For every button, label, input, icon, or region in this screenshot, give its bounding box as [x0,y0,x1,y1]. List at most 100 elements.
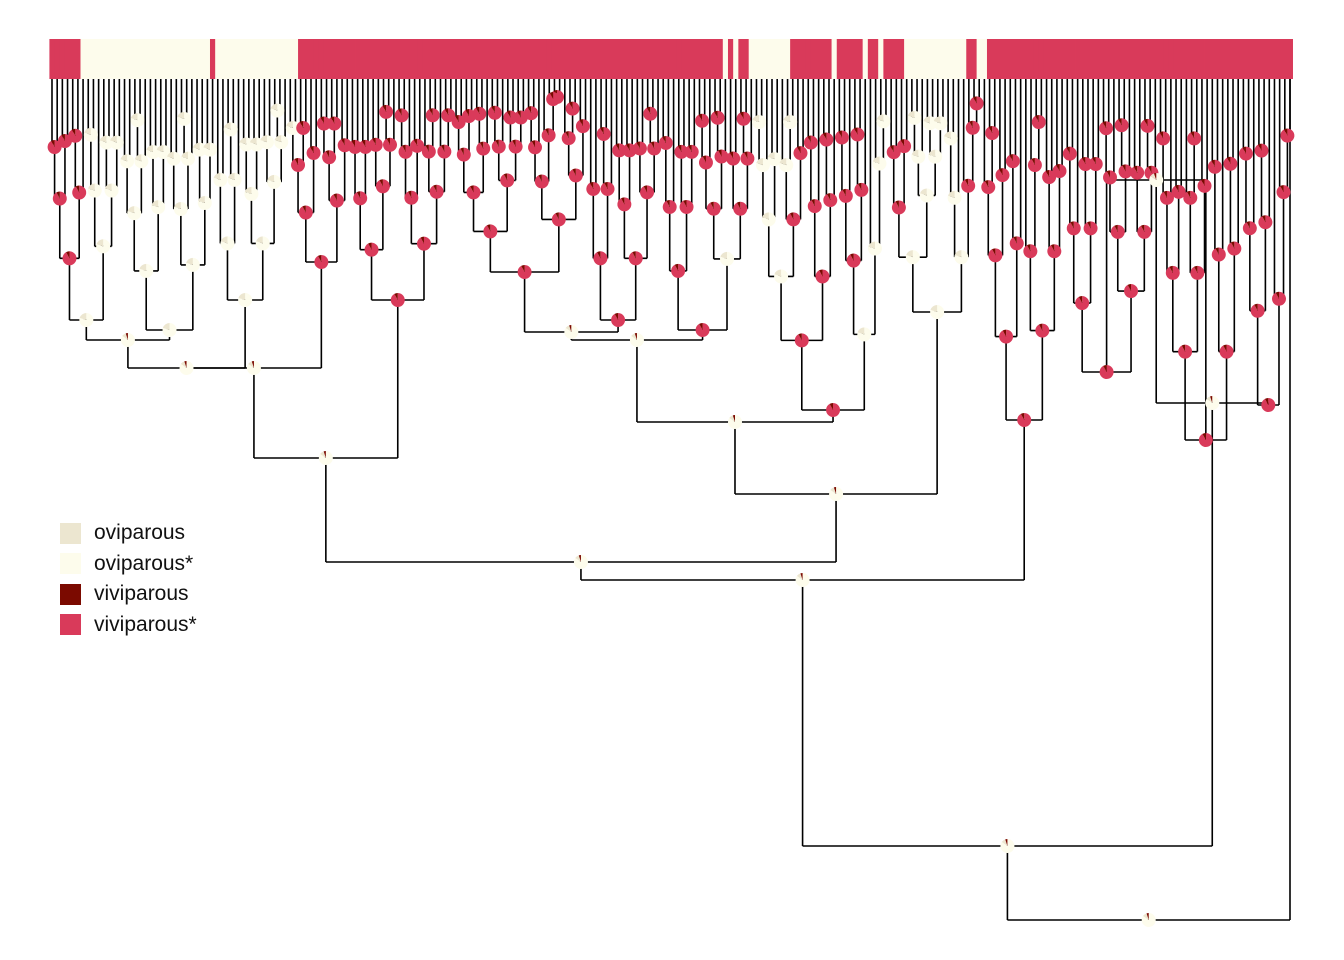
node-pie-slice [527,106,532,114]
node-pie-slice [1078,157,1093,172]
node-pie-slice [286,120,293,128]
node-pie-slice [984,180,989,188]
node-pie-slice [698,155,713,170]
node-pie-slice [239,137,254,152]
node-pie-slice [61,134,65,142]
node-pie-slice [969,96,984,111]
node-pie-slice [876,114,884,122]
node-pie-slice [1190,265,1205,280]
node-pie-slice [568,168,583,183]
tip-state-viviparous_star [1090,39,1097,79]
node-pie-slice [981,180,996,195]
node-pie-slice [213,172,228,187]
node-pie-slice [803,135,818,150]
node-pie-slice [1082,157,1086,165]
tip-state-viviparous_star [1240,39,1247,79]
node-pie-slice [130,113,138,121]
node-pie-slice [674,263,679,271]
node-pie-slice [1262,215,1266,223]
tip-state-viviparous_star [577,39,584,79]
node-pie-slice [573,555,588,570]
node-pie-slice [146,144,154,152]
node-pie-slice [1159,131,1164,139]
node-pie-slice [503,110,518,125]
node-pie-slice [829,486,844,502]
node-pie-slice [122,333,128,340]
node-pie-slice [1070,221,1074,229]
node-pie-slice [1163,190,1167,198]
tip-state-oviparous_star [784,39,791,79]
node-pie-slice [744,151,748,159]
node-pie-slice [181,151,188,159]
node-pie-slice [545,128,549,136]
legend-swatch-oviparous [60,522,81,544]
tip-state-oviparous_star [753,39,760,79]
tip-state-oviparous_star [80,39,87,79]
node-pie-slice [1127,284,1132,292]
node-pie-slice [517,110,521,118]
node-pie-slice [186,257,193,265]
node-pie-slice [930,305,938,312]
tip-state-viviparous_star [1147,39,1154,79]
tip-state-oviparous_star [904,39,910,79]
node-pie-slice [834,130,849,145]
tip-state-viviparous_star [1194,39,1200,79]
tip-state-viviparous_star [49,39,55,79]
node-pie-slice [632,141,647,156]
tip-state-viviparous_star [500,39,506,79]
node-pie-slice [891,200,906,215]
node-pie-slice [227,172,242,187]
node-pie-slice [876,114,891,129]
tip-state-viviparous_star [1209,39,1216,79]
tip-state-viviparous_star [816,39,822,79]
node-pie-slice [807,135,811,143]
node-pie-slice [612,143,627,158]
tip-state-oviparous_star [940,39,946,79]
tip-state-viviparous_star [645,39,651,79]
node-pie-slice [1056,164,1060,172]
node-pie-slice [569,325,572,332]
node-pie-slice [68,128,83,143]
node-pie-slice [213,172,221,180]
tip-state-viviparous_star [867,39,874,79]
node-pie-slice [260,135,267,143]
node-pie-slice [842,188,846,196]
node-pie-slice [807,199,822,214]
node-pie-slice [944,131,951,139]
legend-swatch-viviparous [60,583,81,605]
node-pie-slice [368,137,383,152]
node-pie-slice [246,361,261,376]
node-pie-slice [538,174,542,182]
node-pie-slice [897,139,912,154]
node-pie-slice [1215,247,1219,255]
node-pie-slice [1264,398,1269,405]
tip-state-oviparous_star [215,39,221,79]
node-pie-slice [227,172,235,180]
node-pie-slice [372,137,376,145]
tip-state-viviparous_star [986,39,993,79]
tip-state-oviparous_star [220,39,226,79]
node-pie-slice [729,415,735,422]
node-pie-slice [643,185,648,193]
node-pie-slice [999,168,1003,176]
node-pie-slice [683,199,687,207]
node-pie-slice [398,108,402,116]
tip-state-oviparous_star [173,39,180,79]
tip-state-viviparous_star [795,39,801,79]
node-pie-slice [239,137,247,145]
tip-state-viviparous_star [391,39,397,79]
node-pie-slice [177,111,185,119]
node-pie-slice [329,193,344,208]
node-pie-slice [1038,323,1043,331]
tip-state-viviparous_star [1085,39,1091,79]
node-pie-slice [362,139,366,147]
tip-state-viviparous_star [1111,39,1117,79]
node-pie-slice [1183,190,1198,205]
node-pie-slice [999,329,1014,344]
node-pie-slice [604,181,608,189]
node-pie-slice [597,251,601,259]
tip-state-oviparous_star [759,39,765,79]
node-pie-slice [646,106,651,114]
tip-state-viviparous_star [546,39,553,79]
node-pie-slice [1002,329,1007,337]
